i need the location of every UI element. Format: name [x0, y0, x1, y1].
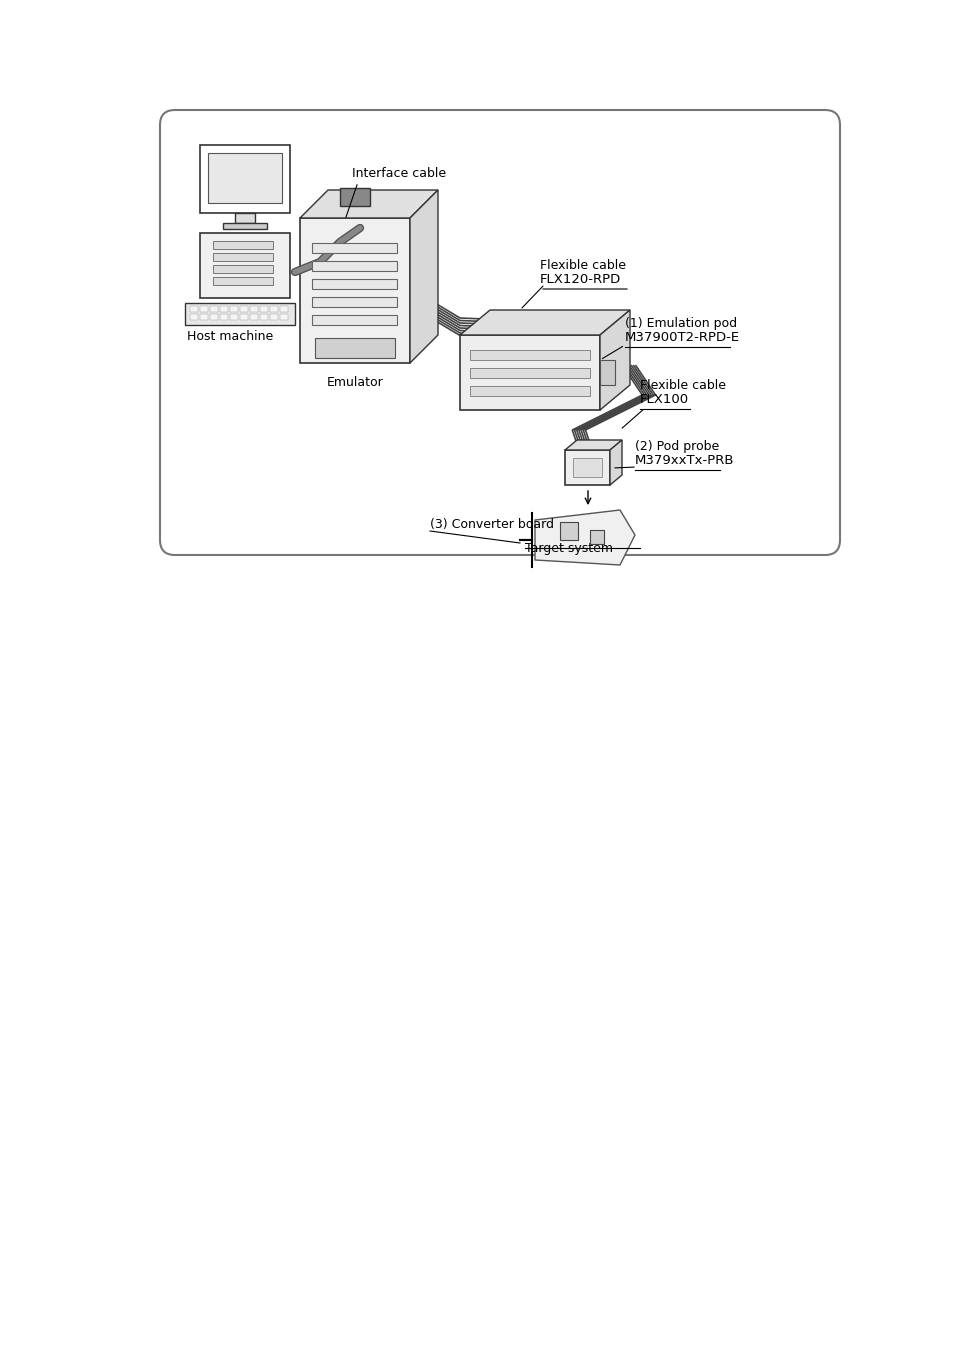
Bar [280, 305, 288, 312]
Text: M379xxTx-PRB: M379xxTx-PRB [635, 454, 734, 467]
Bar [312, 261, 396, 272]
Bar [312, 280, 396, 289]
Bar [599, 359, 615, 385]
Bar [213, 277, 273, 285]
Bar [470, 367, 589, 378]
Text: FLX100: FLX100 [639, 393, 688, 407]
Text: (2) Pod probe: (2) Pod probe [635, 440, 719, 453]
Bar [312, 315, 396, 326]
Text: Flexible cable: Flexible cable [539, 259, 625, 272]
Bar [260, 313, 268, 320]
Bar [230, 305, 237, 312]
Bar [223, 223, 267, 230]
Bar [260, 305, 268, 312]
Polygon shape [535, 509, 635, 565]
Text: Interface cable: Interface cable [352, 168, 446, 180]
Polygon shape [599, 309, 629, 409]
Bar [314, 338, 395, 358]
FancyBboxPatch shape [160, 109, 840, 555]
Text: (1) Emulation pod: (1) Emulation pod [624, 317, 737, 330]
Text: M37900T2-RPD-E: M37900T2-RPD-E [624, 331, 740, 345]
Bar [589, 530, 603, 544]
Bar [220, 305, 228, 312]
Bar [230, 313, 237, 320]
Text: Flexible cable: Flexible cable [639, 380, 725, 392]
Bar [213, 253, 273, 261]
Bar [240, 305, 248, 312]
Bar [270, 313, 277, 320]
Text: (3) Converter board: (3) Converter board [430, 517, 554, 531]
Bar [200, 313, 208, 320]
Bar [470, 350, 589, 359]
Bar [213, 240, 273, 249]
Polygon shape [410, 190, 437, 363]
Polygon shape [564, 440, 621, 450]
Bar [559, 521, 578, 540]
Bar [234, 213, 254, 223]
Text: Emulator: Emulator [326, 376, 383, 389]
Bar [459, 335, 599, 409]
Text: FLX120-RPD: FLX120-RPD [539, 273, 620, 286]
Bar [208, 153, 282, 203]
Polygon shape [299, 190, 437, 218]
Bar [220, 313, 228, 320]
Bar [250, 305, 257, 312]
Bar [564, 450, 609, 485]
Bar [573, 458, 601, 477]
Bar [210, 305, 218, 312]
Bar [280, 313, 288, 320]
Bar [190, 313, 198, 320]
Bar [240, 313, 248, 320]
Bar [200, 145, 290, 213]
Bar [470, 386, 589, 396]
FancyBboxPatch shape [299, 218, 410, 363]
Bar [339, 188, 370, 205]
Bar [312, 243, 396, 253]
Bar [190, 305, 198, 312]
Bar [250, 313, 257, 320]
Polygon shape [459, 309, 629, 335]
Text: Target system: Target system [524, 542, 613, 555]
Bar [213, 265, 273, 273]
Bar [200, 305, 208, 312]
Bar [185, 303, 294, 326]
Bar [270, 305, 277, 312]
Bar [200, 232, 290, 299]
Text: Host machine: Host machine [187, 330, 273, 343]
Polygon shape [609, 440, 621, 485]
Bar [210, 313, 218, 320]
Bar [312, 297, 396, 307]
